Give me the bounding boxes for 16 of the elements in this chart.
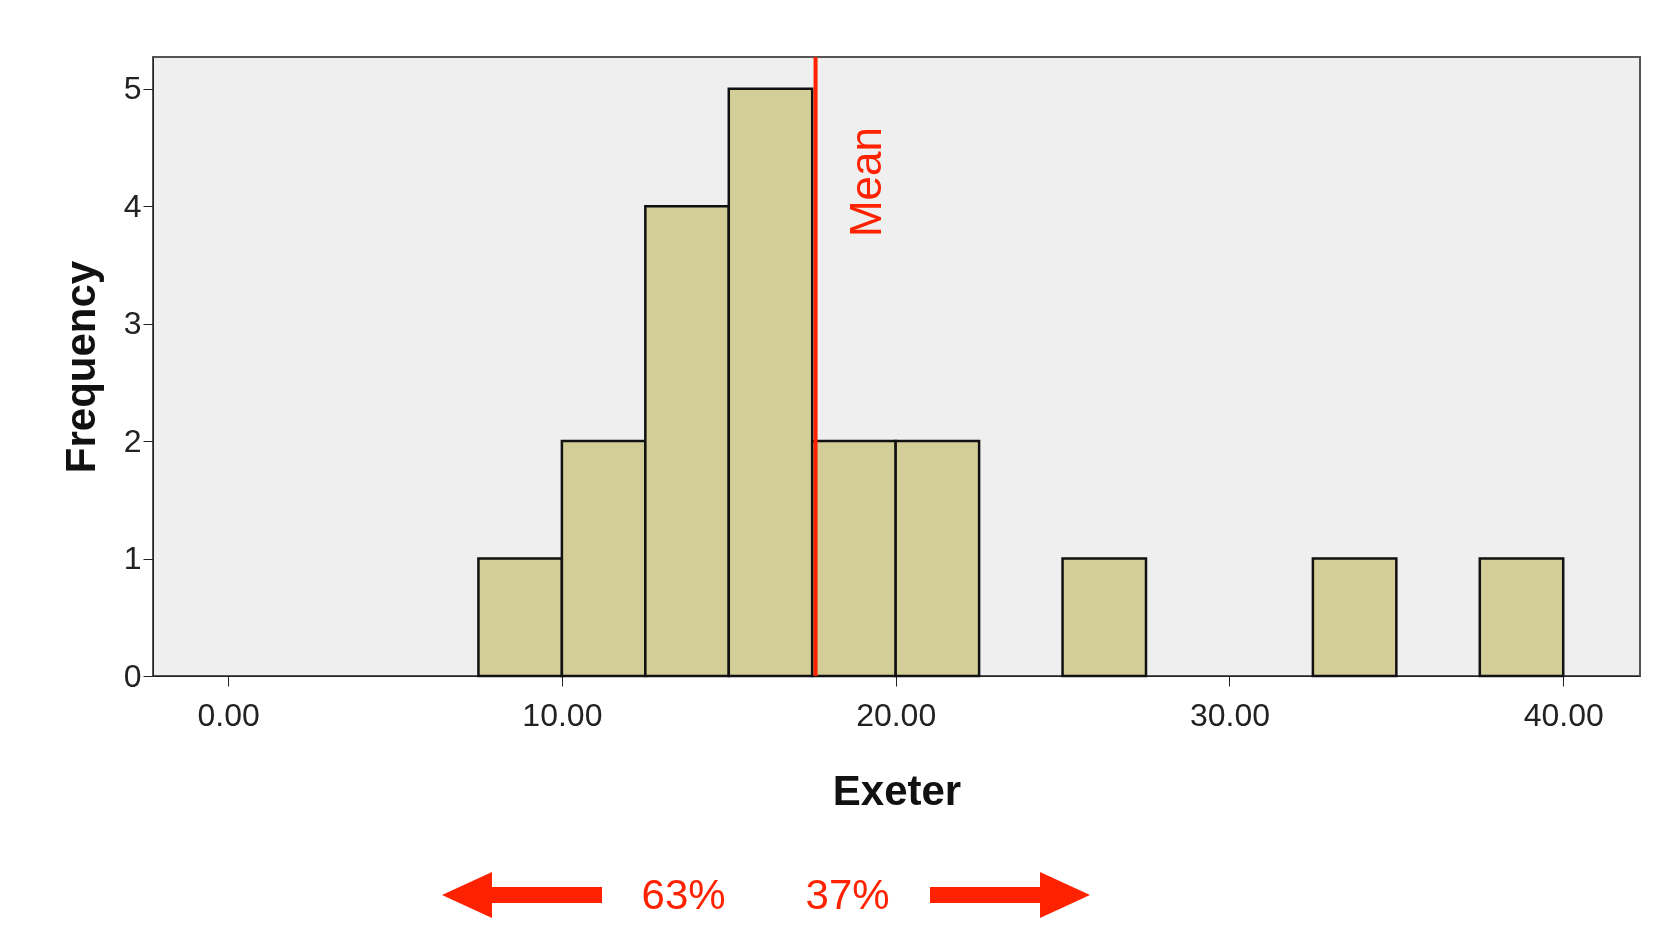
ref-line-label: Mean xyxy=(840,127,890,238)
text: 37% xyxy=(805,870,890,920)
y-tick-label: 1 xyxy=(123,540,142,577)
x-tick-label: 20.00 xyxy=(856,696,937,733)
y-tick-label: 5 xyxy=(123,70,142,107)
y-tick-label: 3 xyxy=(123,305,142,342)
text: 63% xyxy=(641,870,726,920)
x-tick-label: 10.00 xyxy=(522,696,603,733)
x-tick-label: 0.00 xyxy=(197,696,260,733)
y-tick-label: 0 xyxy=(123,657,142,694)
x-axis-title: Exeter xyxy=(832,766,962,814)
y-tick-label: 2 xyxy=(123,422,142,459)
y-axis-title: Frequency xyxy=(56,260,104,474)
y-tick-label: 4 xyxy=(123,187,142,224)
x-tick-label: 40.00 xyxy=(1523,696,1604,733)
x-tick-label: 30.00 xyxy=(1189,696,1270,733)
